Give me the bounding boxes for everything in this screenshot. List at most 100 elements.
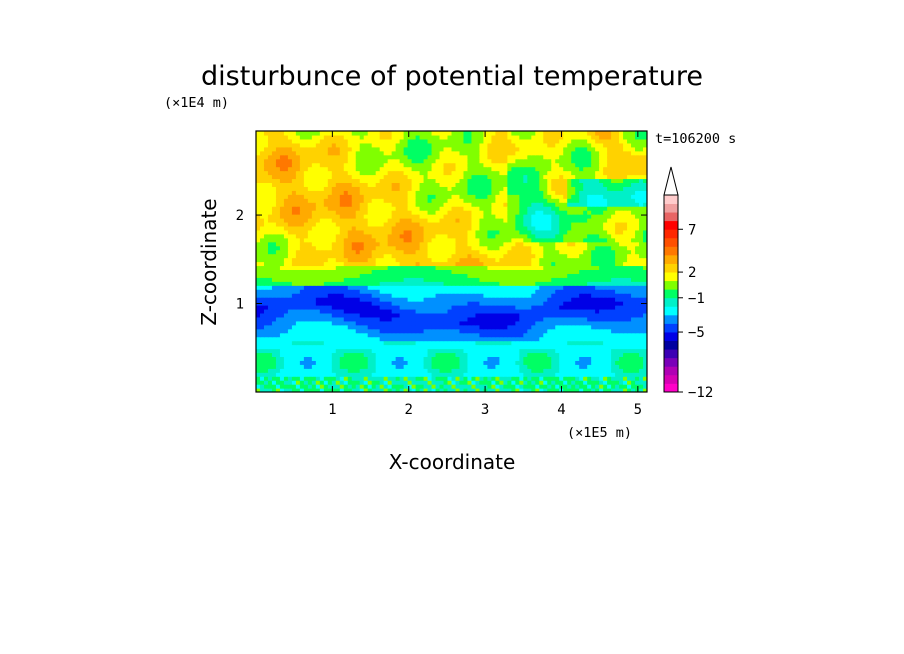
field-cell bbox=[256, 194, 261, 199]
field-cell bbox=[459, 372, 465, 377]
field-cell bbox=[371, 218, 377, 223]
field-cell bbox=[627, 289, 632, 294]
field-cell bbox=[263, 257, 269, 263]
field-cell bbox=[403, 273, 409, 278]
field-cell bbox=[279, 281, 285, 286]
field-cell bbox=[631, 364, 636, 369]
field-cell bbox=[431, 245, 437, 251]
field-cell bbox=[395, 198, 401, 203]
field-cell bbox=[575, 289, 580, 294]
field-cell bbox=[607, 277, 612, 282]
field-cell bbox=[407, 305, 413, 310]
field-cell bbox=[635, 364, 640, 369]
field-cell bbox=[555, 348, 560, 354]
field-cell bbox=[335, 344, 341, 350]
field-cell bbox=[439, 237, 445, 243]
field-cell bbox=[415, 384, 421, 389]
field-cell bbox=[471, 360, 477, 365]
field-cell bbox=[323, 289, 329, 294]
field-cell bbox=[615, 320, 620, 326]
field-cell bbox=[287, 301, 293, 306]
field-cell bbox=[355, 360, 361, 365]
field-cell bbox=[535, 225, 540, 231]
field-cell bbox=[315, 210, 321, 215]
field-cell bbox=[507, 202, 512, 207]
field-cell bbox=[331, 273, 337, 278]
field-cell bbox=[607, 273, 612, 278]
field-cell bbox=[507, 285, 512, 290]
field-cell bbox=[643, 241, 647, 247]
field-cell bbox=[395, 388, 401, 392]
field-cell bbox=[463, 356, 469, 361]
field-cell bbox=[639, 245, 644, 251]
field-cell bbox=[319, 376, 325, 381]
field-cell bbox=[311, 257, 317, 263]
field-cell bbox=[299, 265, 305, 270]
field-cell bbox=[439, 261, 445, 267]
field-cell bbox=[635, 277, 640, 282]
field-cell bbox=[615, 257, 620, 263]
field-cell bbox=[415, 340, 421, 346]
field-cell bbox=[499, 214, 504, 219]
field-cell bbox=[559, 332, 564, 338]
field-cell bbox=[611, 388, 616, 392]
field-cell bbox=[579, 384, 584, 389]
field-cell bbox=[343, 316, 349, 322]
field-cell bbox=[599, 225, 604, 231]
field-cell bbox=[303, 277, 309, 282]
field-cell bbox=[487, 376, 492, 381]
field-cell bbox=[527, 210, 532, 215]
field-cell bbox=[451, 332, 457, 338]
field-cell bbox=[571, 202, 576, 207]
field-cell bbox=[467, 265, 473, 270]
field-cell bbox=[579, 388, 584, 392]
field-cell bbox=[339, 198, 345, 203]
field-cell bbox=[355, 218, 361, 223]
field-cell bbox=[287, 305, 293, 310]
field-cell bbox=[347, 210, 353, 215]
field-cell bbox=[563, 198, 568, 203]
field-cell bbox=[571, 312, 576, 318]
field-cell bbox=[599, 388, 604, 392]
field-cell bbox=[635, 225, 640, 231]
field-cell bbox=[299, 308, 305, 314]
field-cell bbox=[475, 336, 481, 342]
field-cell bbox=[391, 376, 397, 381]
field-cell bbox=[487, 352, 492, 357]
field-cell bbox=[595, 308, 600, 314]
field-cell bbox=[371, 308, 377, 314]
field-cell bbox=[503, 198, 508, 203]
field-cell bbox=[519, 285, 524, 290]
field-cell bbox=[455, 360, 461, 365]
field-cell bbox=[335, 380, 341, 385]
field-cell bbox=[631, 261, 636, 267]
field-cell bbox=[643, 221, 647, 227]
field-cell bbox=[503, 312, 508, 318]
field-cell bbox=[519, 194, 524, 199]
field-cell bbox=[523, 214, 528, 219]
field-cell bbox=[623, 214, 628, 219]
field-cell bbox=[331, 194, 337, 199]
field-cell bbox=[539, 312, 544, 318]
field-cell bbox=[487, 273, 492, 278]
field-cell bbox=[579, 261, 584, 267]
field-cell bbox=[419, 340, 425, 346]
field-cell bbox=[479, 328, 485, 334]
field-cell bbox=[619, 261, 624, 267]
field-cell bbox=[443, 214, 449, 219]
field-cell bbox=[531, 348, 536, 354]
field-cell bbox=[639, 324, 644, 330]
field-cell bbox=[539, 380, 544, 385]
field-cell bbox=[527, 237, 532, 243]
field-cell bbox=[587, 194, 592, 199]
field-cell bbox=[339, 218, 345, 223]
field-cell bbox=[567, 328, 572, 334]
field-cell bbox=[599, 340, 604, 346]
field-cell bbox=[467, 229, 473, 235]
field-cell bbox=[311, 388, 317, 392]
field-cell bbox=[523, 285, 528, 290]
field-cell bbox=[267, 221, 273, 227]
field-cell bbox=[523, 301, 528, 306]
field-cell bbox=[463, 289, 469, 294]
field-cell bbox=[631, 348, 636, 354]
